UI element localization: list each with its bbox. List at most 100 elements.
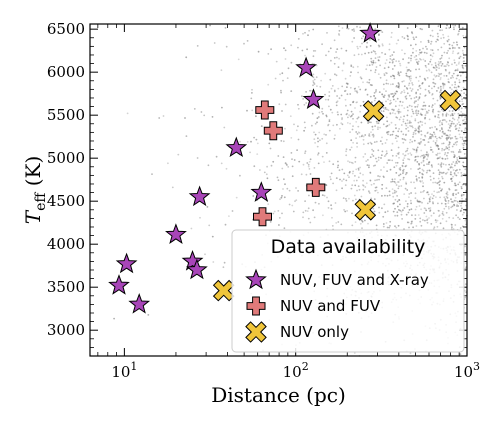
legend-entry-label: NUV, FUV and X-ray xyxy=(280,271,429,289)
background-point xyxy=(405,127,407,130)
background-point xyxy=(388,123,391,126)
background-point xyxy=(337,113,339,116)
background-point xyxy=(385,82,388,85)
background-point xyxy=(462,142,465,145)
background-point xyxy=(394,100,397,103)
background-point xyxy=(457,216,459,219)
background-point xyxy=(454,162,457,165)
background-point xyxy=(328,105,330,108)
background-point xyxy=(420,52,422,54)
background-point xyxy=(400,213,403,216)
background-point xyxy=(454,184,457,187)
background-point xyxy=(293,159,296,161)
background-point xyxy=(432,108,435,111)
background-point xyxy=(428,68,430,71)
background-point xyxy=(446,39,449,42)
background-point xyxy=(126,112,129,115)
background-point xyxy=(450,114,452,116)
background-point xyxy=(445,220,448,223)
background-point xyxy=(432,202,434,205)
background-point xyxy=(434,64,437,67)
background-point xyxy=(433,85,436,88)
background-point xyxy=(290,90,293,92)
background-point xyxy=(425,153,427,156)
background-point xyxy=(448,43,451,46)
background-point xyxy=(462,57,465,59)
background-point xyxy=(438,121,441,124)
background-point xyxy=(415,109,418,112)
background-point xyxy=(353,352,356,354)
background-point xyxy=(422,139,424,141)
background-point xyxy=(417,130,420,133)
background-point xyxy=(277,179,280,182)
background-point xyxy=(354,175,356,177)
background-point xyxy=(414,197,417,200)
background-point xyxy=(437,157,439,160)
background-point xyxy=(406,189,409,191)
background-point xyxy=(342,63,345,65)
background-point xyxy=(443,65,446,67)
background-point xyxy=(435,65,438,68)
background-point xyxy=(330,207,333,210)
background-point xyxy=(319,85,322,88)
background-point xyxy=(274,77,277,80)
background-point xyxy=(362,135,365,138)
background-point xyxy=(375,160,378,163)
background-point xyxy=(396,152,399,155)
background-point xyxy=(382,175,385,178)
background-point xyxy=(425,209,428,212)
background-point xyxy=(360,195,363,198)
background-point xyxy=(355,101,358,104)
background-point xyxy=(393,189,396,192)
background-point xyxy=(394,124,397,126)
background-point xyxy=(330,204,332,207)
background-point xyxy=(432,212,435,215)
background-point xyxy=(397,71,400,74)
background-point xyxy=(436,225,439,228)
background-point xyxy=(351,40,354,43)
background-point xyxy=(410,59,412,62)
background-point xyxy=(418,68,421,71)
background-point xyxy=(398,209,400,211)
background-point xyxy=(185,135,188,138)
background-point xyxy=(392,95,395,98)
background-point xyxy=(345,154,348,157)
background-point xyxy=(412,131,415,134)
background-point xyxy=(410,54,413,57)
background-point xyxy=(464,254,467,256)
background-point xyxy=(403,193,406,196)
background-point xyxy=(425,69,428,72)
background-point xyxy=(419,112,422,115)
background-point xyxy=(286,164,288,166)
background-point xyxy=(454,135,457,138)
background-point xyxy=(452,151,455,154)
background-point xyxy=(370,61,373,64)
background-point xyxy=(454,81,456,84)
background-point xyxy=(417,89,419,91)
background-point xyxy=(398,74,401,77)
background-point xyxy=(460,89,463,92)
background-point xyxy=(359,172,362,175)
background-point xyxy=(437,181,440,184)
background-point xyxy=(428,161,430,164)
background-point xyxy=(385,138,388,141)
background-point xyxy=(362,138,365,141)
background-point xyxy=(358,135,361,138)
background-point xyxy=(308,194,310,197)
background-point xyxy=(396,97,399,100)
background-point xyxy=(414,106,417,108)
background-point xyxy=(433,226,436,229)
background-point xyxy=(381,51,383,54)
background-point xyxy=(369,179,372,182)
background-point xyxy=(453,112,456,115)
background-point xyxy=(304,200,306,203)
background-point xyxy=(416,146,419,149)
background-point xyxy=(266,177,269,180)
background-point xyxy=(404,173,407,176)
background-point xyxy=(357,185,360,188)
background-point xyxy=(295,129,298,132)
background-point xyxy=(390,31,393,34)
background-point xyxy=(461,26,464,29)
background-point xyxy=(407,61,410,64)
background-point xyxy=(383,96,385,98)
